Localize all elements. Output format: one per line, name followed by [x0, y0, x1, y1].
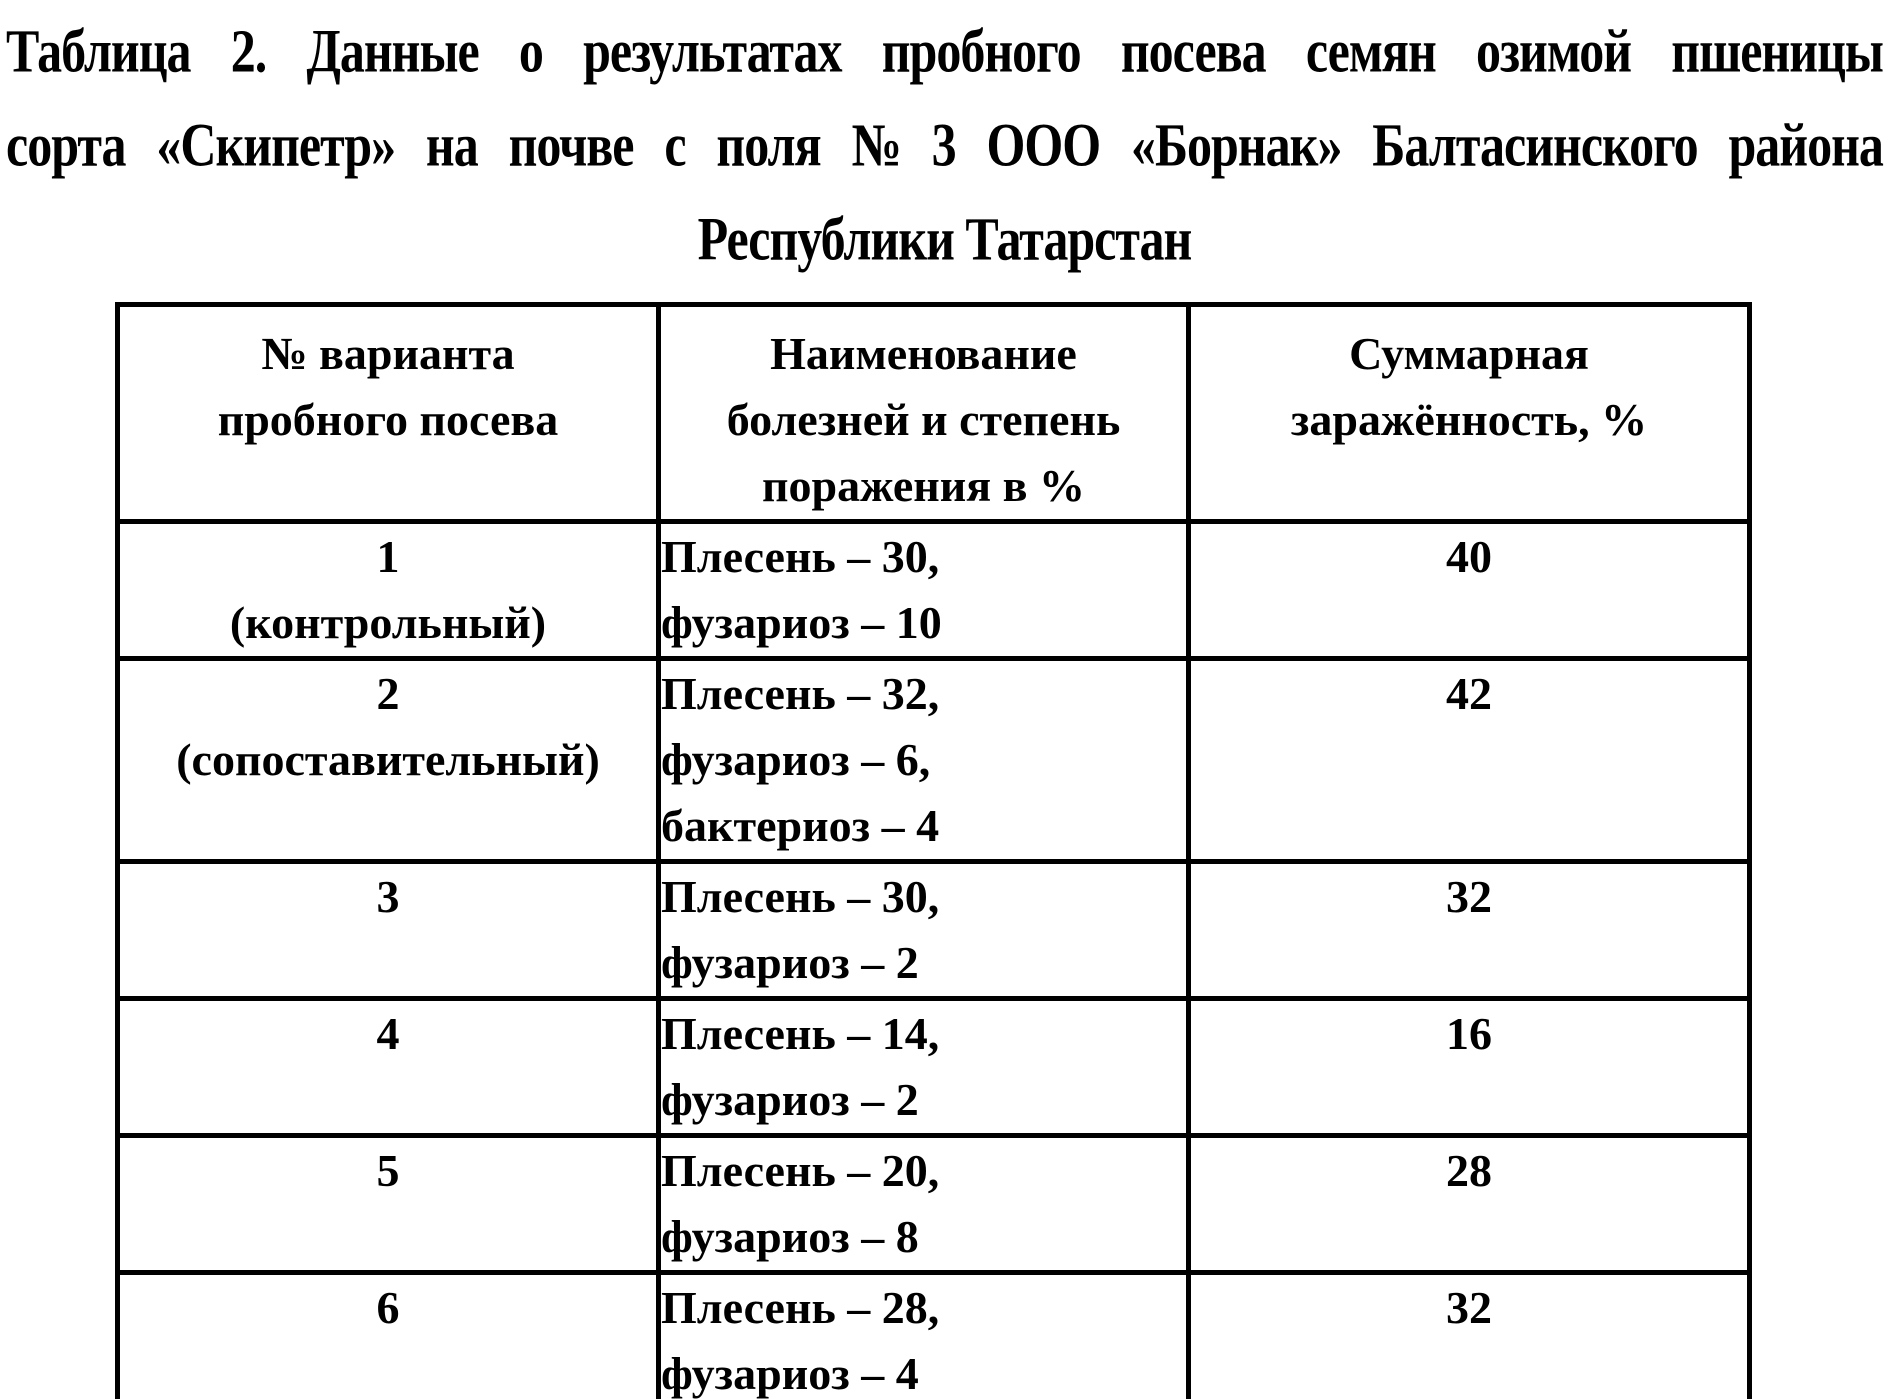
- results-table: № варианта пробного посева Наименование …: [115, 302, 1752, 1399]
- diseases-cell: Плесень – 32, фузариоз – 6, бактериоз – …: [656, 656, 1191, 864]
- diseases-cell: Плесень – 28, фузариоз – 4: [656, 1270, 1191, 1399]
- variant-cell: 1 (контрольный): [115, 519, 661, 661]
- diseases-cell: Плесень – 14, фузариоз – 2: [656, 996, 1191, 1138]
- diseases-cell: Плесень – 30, фузариоз – 10: [656, 519, 1191, 661]
- table-row-6: 6 Плесень – 28, фузариоз – 4 32: [115, 1270, 1752, 1399]
- variant-column-header: № варианта пробного посева: [115, 302, 661, 524]
- table-row-1: 1 (контрольный) Плесень – 30, фузариоз –…: [115, 519, 1752, 661]
- variant-cell: 5: [115, 1133, 661, 1275]
- header-row: № варианта пробного посева Наименование …: [115, 302, 1752, 524]
- table-row-2: 2 (сопоставительный) Плесень – 32, фузар…: [115, 656, 1752, 864]
- table-row-3: 3 Плесень – 30, фузариоз – 2 32: [115, 859, 1752, 1001]
- total-cell: 32: [1186, 1270, 1752, 1399]
- document-title: Таблица 2. Данные о результатах пробного посев…: [6, 4, 1884, 286]
- total-cell: 16: [1186, 996, 1752, 1138]
- total-cell: 32: [1186, 859, 1752, 1001]
- title-line-1: Таблица 2. Данные о результатах пробного посев…: [6, 16, 1884, 86]
- total-column-header: Суммарная заражённость, %: [1186, 302, 1752, 524]
- variant-cell: 2 (сопоставительный): [115, 656, 661, 864]
- variant-cell: 3: [115, 859, 661, 1001]
- total-cell: 28: [1186, 1133, 1752, 1275]
- table-row-4: 4 Плесень – 14, фузариоз – 2 16: [115, 996, 1752, 1138]
- variant-cell: 4: [115, 996, 661, 1138]
- diseases-cell: Плесень – 20, фузариоз – 8: [656, 1133, 1191, 1275]
- diseases-cell: Плесень – 30, фузариоз – 2: [656, 859, 1191, 1001]
- table-row-5: 5 Плесень – 20, фузариоз – 8 28: [115, 1133, 1752, 1275]
- total-cell: 42: [1186, 656, 1752, 864]
- title-line-3: Республики Татарстан: [697, 204, 1193, 274]
- total-cell: 40: [1186, 519, 1752, 661]
- title-line-2: сорта «Скипетр» на почве с поля № 3 ООО «Борнак» Б…: [6, 110, 1884, 180]
- diseases-column-header: Наименование болезней и степень поражени…: [656, 302, 1191, 524]
- variant-cell: 6: [115, 1270, 661, 1399]
